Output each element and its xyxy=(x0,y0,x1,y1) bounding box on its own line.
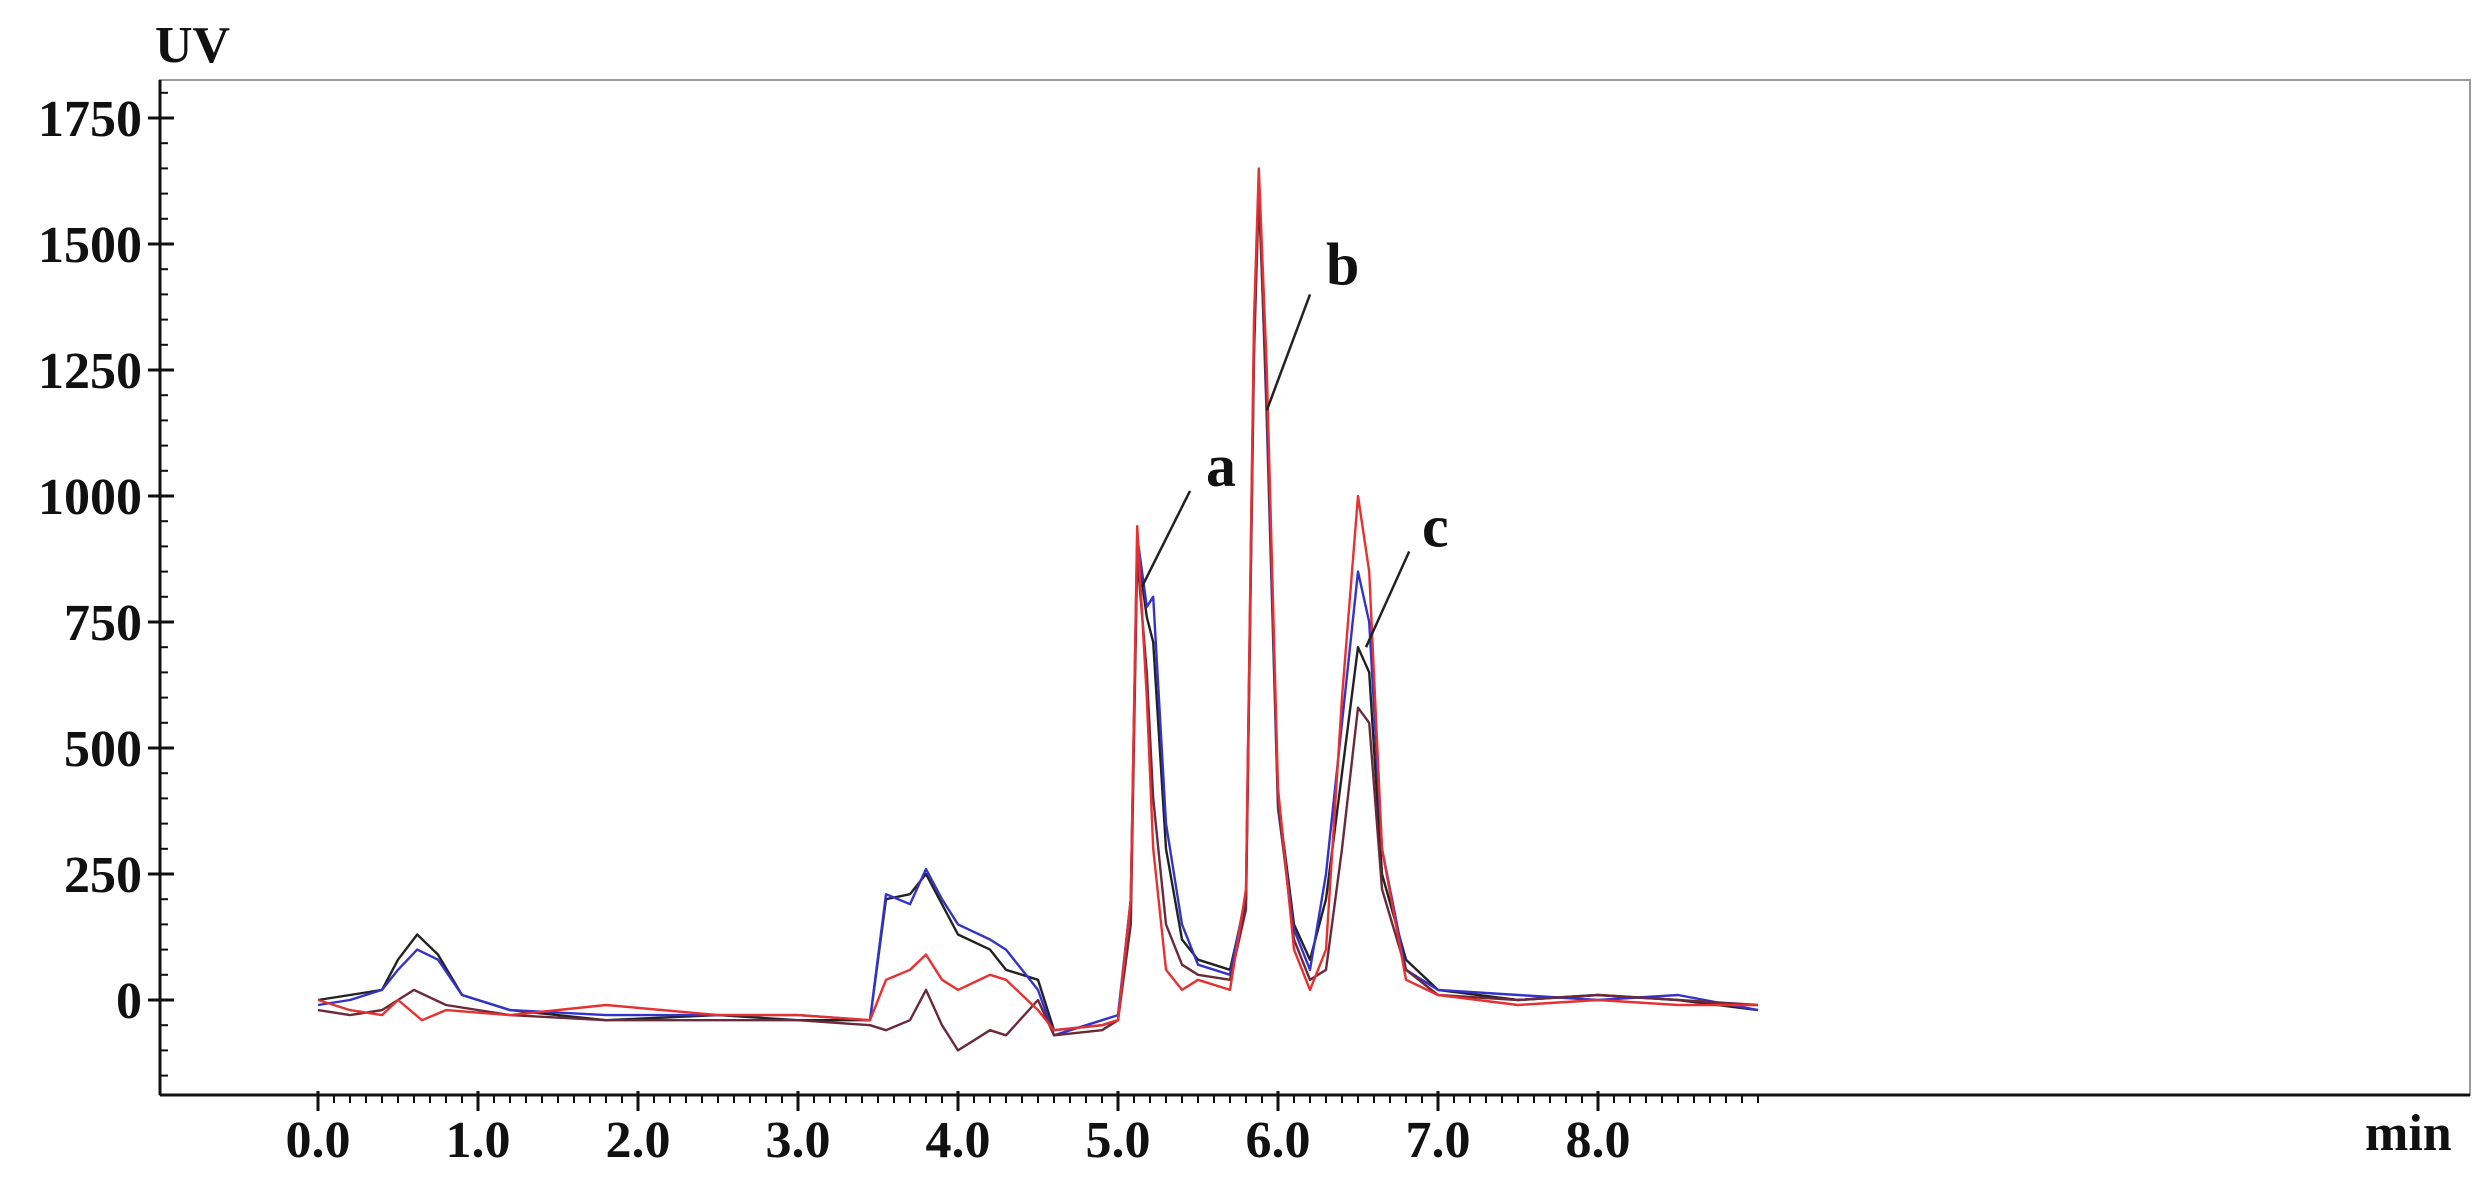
x-tick-label: 4.0 xyxy=(926,1112,991,1169)
series-line-3 xyxy=(317,192,1759,1052)
annotation-leader-a xyxy=(1140,490,1192,588)
x-tick-label: 0.0 xyxy=(286,1112,351,1169)
annotation-leader-b xyxy=(1265,293,1312,411)
annotation-leader-c xyxy=(1364,550,1411,648)
y-tick-label: 250 xyxy=(64,847,142,904)
y-tick-label: 1250 xyxy=(38,343,142,400)
x-tick-label: 7.0 xyxy=(1406,1112,1471,1169)
y-tick-label: 750 xyxy=(64,595,142,652)
x-axis-ticks: 0.0 1.0 2.0 3.0 4.0 5.0 6.0 7.0 8.0 xyxy=(286,1091,1631,1169)
x-tick-label: 6.0 xyxy=(1246,1112,1311,1169)
y-tick-label: 1500 xyxy=(38,217,142,274)
x-tick-label: 8.0 xyxy=(1566,1112,1631,1169)
y-tick-label: 500 xyxy=(64,721,142,778)
annotation-layer: a b c xyxy=(1140,231,1449,648)
plot-area xyxy=(159,79,2471,1096)
y-tick-label: 1000 xyxy=(38,469,142,526)
peak-label-c: c xyxy=(1422,493,1449,559)
peak-label-b: b xyxy=(1326,231,1359,297)
peak-label-a: a xyxy=(1206,433,1236,499)
y-tick-label: 0 xyxy=(116,973,142,1030)
x-axis-label: min xyxy=(2365,1105,2452,1162)
y-tick-label: 1750 xyxy=(38,91,142,148)
x-tick-label: 2.0 xyxy=(606,1112,671,1169)
series-line-4 xyxy=(317,167,1758,1032)
y-axis-label: UV xyxy=(155,17,230,74)
x-tick-label: 3.0 xyxy=(766,1112,831,1169)
x-tick-label: 5.0 xyxy=(1086,1112,1151,1169)
series-layer xyxy=(317,167,1759,1052)
x-tick-label: 1.0 xyxy=(446,1112,511,1169)
y-axis-ticks: 0 250 500 750 1000 1250 1500 1750 xyxy=(38,91,174,1030)
